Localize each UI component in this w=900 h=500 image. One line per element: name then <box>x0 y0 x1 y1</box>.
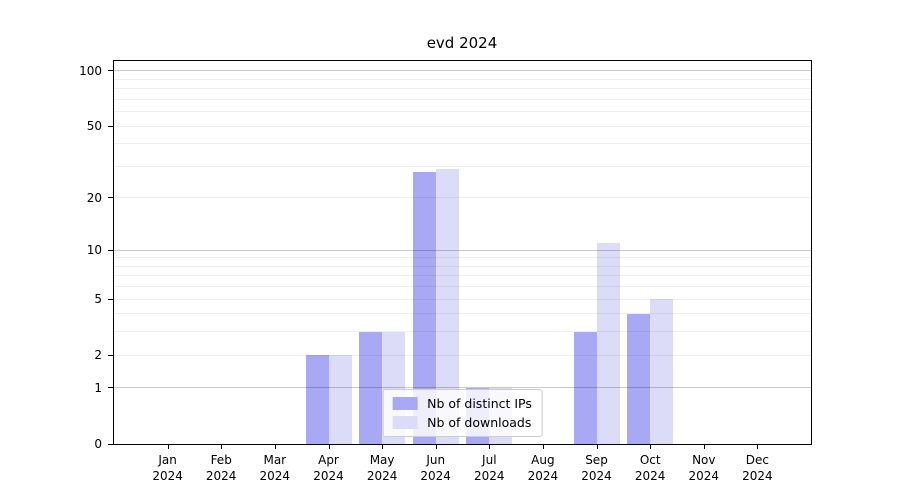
legend-swatch-distinct-ips <box>392 397 418 410</box>
y-tick-50 <box>108 125 114 127</box>
gridline-y-30 <box>114 165 811 167</box>
y-label-20: 20 <box>86 190 102 205</box>
gridline-y-20 <box>114 197 811 199</box>
x-tick-jan-2024 <box>167 444 169 449</box>
gridline-y-8 <box>114 265 811 267</box>
x-tick-oct-2024 <box>650 444 652 449</box>
y-label-50: 50 <box>86 119 102 133</box>
y-tick-100 <box>108 70 114 72</box>
x-tick-sep-2024 <box>596 444 598 449</box>
gridline-y-60 <box>114 111 811 113</box>
y-label-5: 5 <box>94 292 102 307</box>
gridline-y-7 <box>114 275 811 277</box>
x-label-jun-2024: Jun 2024 <box>420 453 451 484</box>
bar-nb-of-distinct-ips-sep-2024 <box>573 331 597 444</box>
legend-item-distinct-ips: Nb of distinct IPs <box>392 396 532 411</box>
x-label-feb-2024: Feb 2024 <box>205 453 237 484</box>
x-label-aug-2024: Aug 2024 <box>527 453 559 484</box>
x-label-nov-2024: Nov 2024 <box>688 453 720 484</box>
gridline-y-9 <box>114 257 811 259</box>
bar-nb-of-downloads-jun-2024 <box>435 169 459 444</box>
legend-label-downloads: Nb of downloads <box>427 415 532 430</box>
x-label-jan-2024: Jan 2024 <box>152 453 183 484</box>
x-label-jul-2024: Jul 2024 <box>474 453 505 484</box>
y-label-100: 100 <box>79 63 102 78</box>
y-label-10: 10 <box>86 243 102 258</box>
gridline-y-5 <box>114 298 811 300</box>
bar-nb-of-downloads-oct-2024 <box>650 299 674 444</box>
y-tick-20 <box>108 197 114 199</box>
x-label-mar-2024: Mar 2024 <box>259 453 291 484</box>
x-tick-apr-2024 <box>328 444 330 449</box>
gridline-y-70 <box>114 98 811 100</box>
x-tick-mar-2024 <box>274 444 276 449</box>
gridline-y-100 <box>114 70 811 72</box>
chart-title: evd 2024 <box>426 34 498 52</box>
gridline-y-80 <box>114 88 811 90</box>
bar-nb-of-downloads-sep-2024 <box>596 243 620 444</box>
x-label-sep-2024: Sep 2024 <box>581 453 612 484</box>
plot-area: Nb of distinct IPs Nb of downloads Jan 20… <box>79 60 812 483</box>
gridline-y-3 <box>114 331 811 333</box>
y-tick-2 <box>108 354 114 356</box>
y-tick-1 <box>108 387 114 389</box>
x-tick-jul-2024 <box>489 444 491 449</box>
legend-swatch-downloads <box>392 416 418 429</box>
bar-nb-of-distinct-ips-apr-2024 <box>305 355 329 444</box>
x-label-apr-2024: Apr 2024 <box>313 453 344 484</box>
x-tick-jun-2024 <box>435 444 437 449</box>
y-label-1: 1 <box>94 380 102 395</box>
legend-item-downloads: Nb of downloads <box>392 415 532 430</box>
x-tick-aug-2024 <box>542 444 544 449</box>
gridline-y-4 <box>114 313 811 315</box>
bar-nb-of-downloads-apr-2024 <box>328 355 352 444</box>
gridline-y-90 <box>114 78 811 80</box>
y-tick-5 <box>108 298 114 300</box>
y-tick-0 <box>108 443 114 445</box>
x-tick-may-2024 <box>382 444 384 449</box>
x-label-oct-2024: Oct 2024 <box>634 453 666 484</box>
x-tick-dec-2024 <box>757 444 759 449</box>
legend: Nb of distinct IPs Nb of downloads <box>382 389 543 437</box>
gridline-y-2 <box>114 354 811 356</box>
bar-nb-of-distinct-ips-may-2024 <box>359 331 383 444</box>
gridline-y-40 <box>114 143 811 145</box>
x-tick-feb-2024 <box>221 444 223 449</box>
x-tick-nov-2024 <box>703 444 705 449</box>
y-label-2: 2 <box>94 348 102 363</box>
x-label-may-2024: May 2024 <box>366 453 398 484</box>
gridline-y-50 <box>114 125 811 127</box>
y-tick-10 <box>108 249 114 251</box>
y-label-0: 0 <box>94 437 102 451</box>
bar-nb-of-distinct-ips-jun-2024 <box>412 171 436 444</box>
x-label-dec-2024: Dec 2024 <box>742 453 773 484</box>
bar-nb-of-distinct-ips-oct-2024 <box>627 313 651 444</box>
gridline-y-6 <box>114 286 811 288</box>
legend-label-distinct-ips: Nb of distinct IPs <box>427 396 532 411</box>
gridline-y-1 <box>114 387 811 389</box>
gridline-y-10 <box>114 249 811 251</box>
